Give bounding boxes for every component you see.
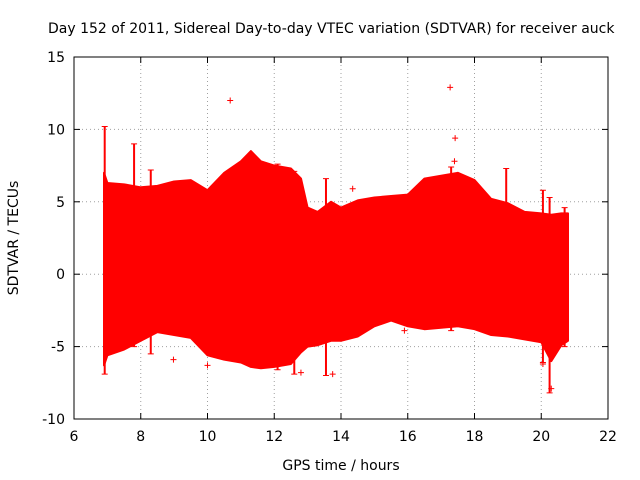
y-tick-label: 15 <box>47 50 65 66</box>
data-point <box>204 362 211 369</box>
spike-cap <box>131 143 138 348</box>
data-point <box>401 327 408 334</box>
data-point <box>548 385 555 392</box>
x-tick-label: 8 <box>136 429 145 445</box>
y-tick-label: 0 <box>56 267 65 283</box>
data-point <box>447 84 454 91</box>
data-point <box>170 356 177 363</box>
spike-cap <box>503 167 510 337</box>
data-envelope <box>103 150 569 370</box>
y-tick-label: 10 <box>47 122 65 138</box>
x-axis-label: GPS time / hours <box>282 458 399 474</box>
x-tick-label: 20 <box>532 429 550 445</box>
data-point <box>452 135 459 142</box>
data-point <box>451 158 458 165</box>
data-point <box>227 97 234 104</box>
x-tick-label: 12 <box>265 429 283 445</box>
chart-title: Day 152 of 2011, Sidereal Day-to-day VTE… <box>48 21 615 37</box>
spike-cap <box>322 178 329 377</box>
spike-cap <box>291 170 298 375</box>
y-tick-label: -10 <box>42 412 65 428</box>
spike-cap <box>101 126 108 375</box>
spike-cap <box>561 207 568 348</box>
y-axis-label: SDTVAR / TECUs <box>6 181 22 296</box>
axis-ticks: 6 8 10 12 14 16 18 20 22 -10 -5 0 5 10 15 <box>42 50 617 445</box>
x-tick-label: 18 <box>466 429 484 445</box>
spike-cap <box>274 163 281 371</box>
x-tick-label: 16 <box>399 429 417 445</box>
data-point <box>329 371 336 378</box>
data-point <box>539 360 546 367</box>
spike-cap <box>147 169 154 355</box>
data-point <box>349 185 356 192</box>
x-tick-label: 14 <box>332 429 350 445</box>
data-point <box>297 369 304 376</box>
spike-cap <box>448 166 455 332</box>
y-tick-label: -5 <box>51 340 65 356</box>
y-tick-label: 5 <box>56 195 65 211</box>
spike-cap <box>546 196 553 394</box>
x-tick-label: 10 <box>199 429 217 445</box>
data-layer <box>101 84 569 394</box>
x-tick-label: 22 <box>599 429 617 445</box>
x-tick-label: 6 <box>70 429 79 445</box>
